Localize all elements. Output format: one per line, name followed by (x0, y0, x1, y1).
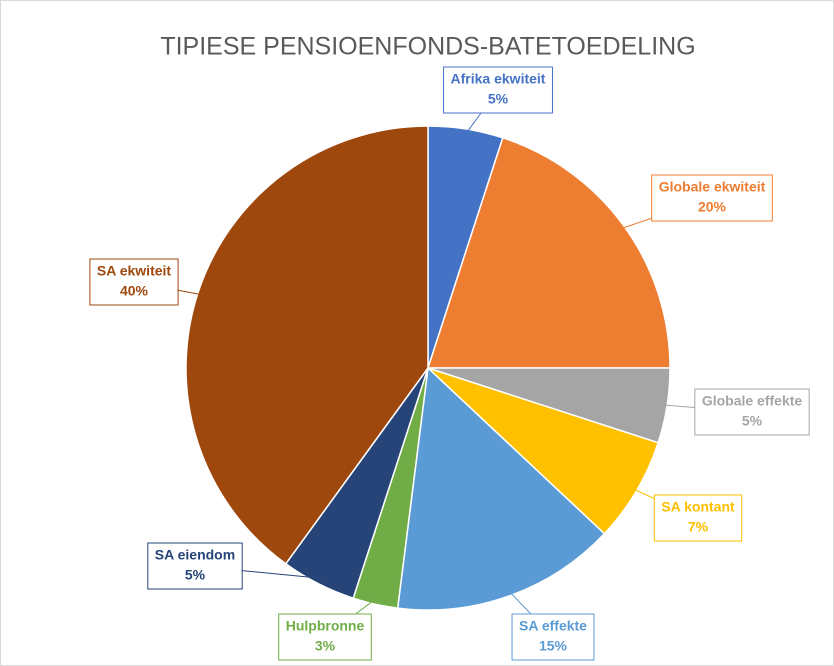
leader-line (630, 487, 655, 499)
pie-slice (426, 136, 671, 369)
label-value: 5% (742, 413, 763, 429)
label-value: 40% (120, 283, 149, 299)
label-value: 3% (315, 638, 336, 654)
slices (185, 125, 671, 611)
data-label: Globale ekwiteit 20% (618, 174, 773, 230)
leader-line (661, 404, 695, 409)
leader-line (618, 217, 652, 230)
label-box (694, 388, 810, 436)
label-value: 5% (488, 91, 509, 107)
label-box (651, 174, 773, 222)
label-name: Hulpbronne (286, 618, 365, 634)
label-box (147, 542, 243, 590)
data-label: SA kontant 7% (630, 487, 743, 542)
label-box (653, 494, 743, 542)
leader-line (355, 597, 377, 615)
pie-slice (427, 367, 660, 535)
label-name: SA kontant (661, 499, 735, 515)
label-name: Globale effekte (702, 393, 803, 409)
data-label: Hulpbronne 3% (278, 597, 377, 661)
data-label: Afrika ekwiteit 5% (443, 66, 553, 136)
data-label: Globale effekte 5% (661, 388, 810, 436)
leader-line (242, 570, 321, 579)
label-value: 7% (688, 519, 709, 535)
pie-slice (185, 125, 429, 565)
data-label: SA effekte 15% (507, 589, 595, 661)
label-value: 5% (185, 567, 206, 583)
label-box (511, 613, 595, 661)
chart-title: TIPIESE PENSIOENFONDS-BATETOEDELING (160, 33, 695, 61)
data-label: SA eiendom 5% (147, 542, 321, 590)
data-label: SA ekwiteit 40% (89, 258, 204, 306)
label-name: Globale ekwiteit (659, 179, 766, 195)
pie-slice (396, 366, 606, 611)
label-box (443, 66, 553, 114)
leader-line (464, 112, 482, 136)
leader-line (507, 589, 532, 615)
label-box (89, 258, 179, 306)
label-name: SA ekwiteit (97, 263, 172, 279)
label-value: 20% (698, 199, 727, 215)
leader-line (177, 289, 204, 296)
label-box (278, 613, 372, 661)
label-name: SA eiendom (155, 547, 235, 563)
label-name: SA effekte (519, 618, 587, 634)
label-value: 15% (539, 638, 568, 654)
label-name: Afrika ekwiteit (451, 71, 546, 87)
